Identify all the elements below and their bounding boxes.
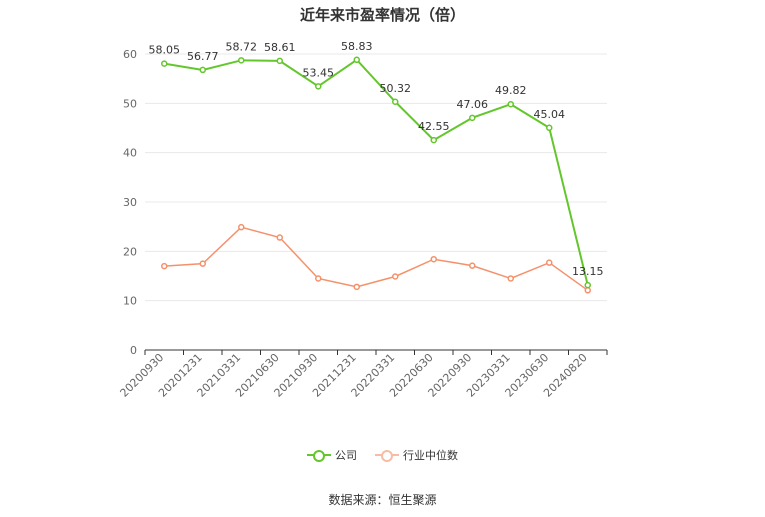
legend: 公司 行业中位数: [0, 447, 765, 463]
data-point-industry[interactable]: [315, 275, 322, 282]
data-point-company[interactable]: [430, 136, 437, 144]
y-tick-label: 20: [123, 245, 137, 258]
data-point-industry[interactable]: [584, 287, 591, 294]
line-chart: 0102030405060202009302020123120210331202…: [118, 40, 608, 400]
data-point-industry[interactable]: [507, 275, 514, 282]
data-label: 56.77: [187, 50, 219, 63]
y-tick-label: 40: [123, 147, 137, 160]
data-point-industry[interactable]: [199, 260, 206, 267]
data-label: 58.83: [341, 40, 373, 53]
series-line-industry: [164, 226, 589, 291]
data-label: 45.04: [534, 108, 566, 121]
data-point-company[interactable]: [546, 124, 553, 132]
chart-title: 近年来市盈率情况（倍）: [299, 6, 465, 24]
legend-marker-industry: [375, 449, 399, 462]
data-label: 13.15: [572, 265, 604, 278]
data-label: 58.72: [226, 40, 258, 53]
data-point-industry[interactable]: [161, 262, 168, 270]
data-label: 49.82: [495, 84, 527, 97]
data-label: 50.32: [380, 82, 412, 95]
data-label: 53.45: [303, 66, 335, 79]
data-point-company[interactable]: [315, 83, 322, 90]
data-point-industry[interactable]: [238, 223, 245, 231]
y-tick-label: 30: [123, 196, 137, 209]
data-point-company[interactable]: [238, 57, 245, 64]
legend-label-industry: 行业中位数: [403, 449, 458, 462]
legend-item-company[interactable]: 公司: [307, 447, 357, 463]
data-source: 数据来源：恒生聚源: [328, 493, 437, 507]
data-label: 58.61: [264, 41, 296, 54]
y-tick-label: 10: [123, 295, 137, 308]
data-point-industry[interactable]: [469, 262, 476, 269]
y-tick-label: 60: [123, 48, 137, 61]
data-point-company[interactable]: [392, 98, 399, 106]
data-label: 42.55: [418, 120, 450, 133]
data-point-industry[interactable]: [546, 259, 553, 266]
data-label: 58.05: [149, 44, 181, 57]
data-point-company[interactable]: [199, 66, 206, 74]
y-tick-label: 0: [130, 344, 137, 357]
data-point-industry[interactable]: [392, 273, 399, 280]
data-point-company[interactable]: [161, 60, 168, 67]
data-point-company[interactable]: [584, 281, 591, 289]
y-tick-label: 50: [123, 97, 137, 110]
data-point-company[interactable]: [353, 56, 360, 64]
data-point-industry[interactable]: [353, 283, 360, 291]
data-point-company[interactable]: [276, 57, 283, 65]
legend-marker-company: [307, 449, 331, 462]
legend-item-industry[interactable]: 行业中位数: [375, 447, 458, 463]
series-line-company: [164, 58, 589, 286]
data-point-industry[interactable]: [276, 234, 283, 241]
data-point-industry[interactable]: [430, 255, 437, 263]
legend-label-company: 公司: [335, 449, 357, 462]
data-label: 47.06: [457, 98, 489, 111]
data-point-company[interactable]: [469, 114, 476, 122]
data-point-company[interactable]: [507, 100, 514, 108]
